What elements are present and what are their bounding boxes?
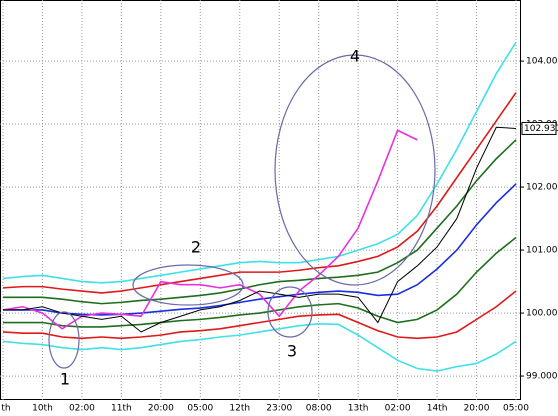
x-tick-label: 20:00	[464, 404, 490, 414]
annotation-label: 2	[191, 238, 201, 257]
x-tick-label: 13th	[348, 404, 369, 414]
x-tick-label: 02:00	[385, 404, 411, 414]
series-line	[3, 126, 517, 333]
annotation-circle	[48, 311, 80, 369]
x-tick-label: 08:00	[306, 404, 332, 414]
y-tick-label: 101.000	[526, 246, 558, 256]
x-tick-label: 11th	[111, 404, 132, 414]
x-tick-label: 10th	[32, 404, 53, 414]
plot-frame	[0, 0, 521, 400]
x-tick-label: 23:00	[266, 404, 292, 414]
x-tick-label: 05:00	[503, 404, 529, 414]
x-tick-label: 05:00	[187, 404, 213, 414]
x-tick-label: th	[1, 404, 10, 414]
y-tick-label: 100.000	[526, 309, 558, 319]
annotation-circle	[267, 286, 313, 338]
annotation-circle	[132, 264, 244, 306]
x-tick-label: 02:00	[69, 404, 95, 414]
series-line	[3, 139, 517, 305]
series-line	[2, 129, 418, 330]
series-line	[2, 322, 517, 372]
y-tick-label: 102.000	[526, 183, 558, 193]
y-tick-label: 99.000	[526, 372, 558, 382]
series-line	[2, 41, 517, 284]
series-line	[2, 290, 517, 340]
annotation-label: 4	[350, 47, 360, 66]
last-price-box	[521, 121, 557, 135]
annotation-label: 1	[60, 370, 70, 389]
last-price-label: 102.931	[524, 124, 558, 134]
annotation-label: 3	[287, 342, 297, 361]
x-tick-label: 20:00	[148, 404, 174, 414]
series-line	[3, 236, 517, 328]
annotation-circle	[274, 54, 436, 286]
series-line	[2, 92, 517, 294]
x-tick-label: 12th	[229, 404, 250, 414]
y-tick-label: 104.000	[526, 57, 558, 67]
x-tick-label: 14th	[427, 404, 448, 414]
